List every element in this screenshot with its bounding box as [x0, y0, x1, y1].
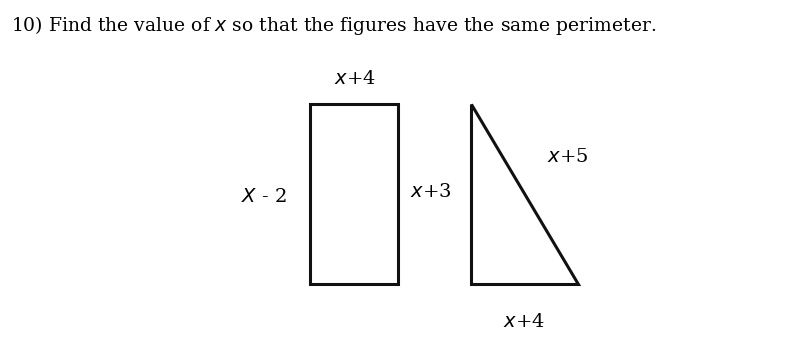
Text: $\mathit{x}$+4: $\mathit{x}$+4 — [503, 313, 545, 331]
Bar — [310, 104, 398, 284]
Text: $\mathit{X}$ - 2: $\mathit{X}$ - 2 — [242, 188, 287, 206]
Text: 10) Find the value of $\mathit{x}$ so that the figures have the same perimeter.: 10) Find the value of $\mathit{x}$ so th… — [11, 14, 657, 37]
Polygon shape — [470, 104, 578, 284]
Text: $\mathit{x}$+4: $\mathit{x}$+4 — [334, 70, 375, 88]
Text: $\mathit{x}$+3: $\mathit{x}$+3 — [410, 183, 451, 201]
Text: $\mathit{x}$+5: $\mathit{x}$+5 — [547, 148, 589, 166]
